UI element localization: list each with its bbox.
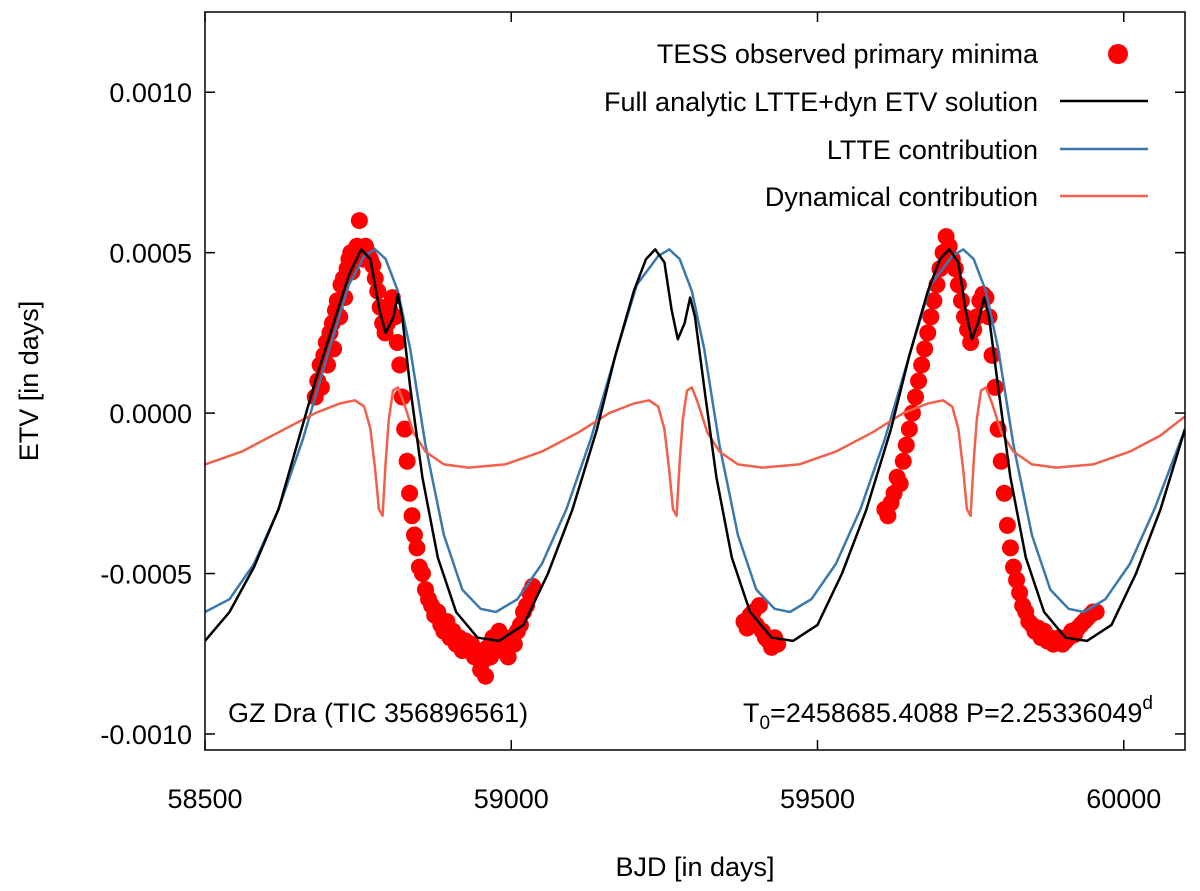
- y-tick-label: 0.0010: [109, 78, 192, 108]
- observed-minimum-point: [499, 648, 517, 666]
- observed-minimum-point: [388, 333, 406, 351]
- observed-minimum-point: [940, 237, 958, 255]
- x-tick-label: 60000: [1086, 784, 1161, 814]
- observed-minimum-point: [900, 420, 918, 438]
- legend-marker-observed: [1108, 44, 1128, 64]
- observed-minimum-point: [907, 388, 924, 406]
- observed-minimum-point: [350, 212, 368, 230]
- epoch-values: =2458685.4088 P=2.25336049: [770, 698, 1142, 728]
- series-layer: [205, 212, 1185, 685]
- observed-minimum-point: [505, 635, 523, 653]
- observed-minimum-point: [891, 475, 909, 493]
- target-annotation: GZ Dra (TIC 356896561): [228, 698, 528, 728]
- observed-minimum-point: [396, 420, 414, 438]
- observed-minimum-point: [750, 597, 768, 615]
- observed-minimum-point: [366, 269, 384, 287]
- observed-minimum-point: [922, 308, 940, 326]
- observed-minimum-point: [913, 356, 931, 374]
- observed-minimum-point: [403, 507, 421, 525]
- observed-minimum-point: [1008, 571, 1026, 589]
- legend: TESS observed primary minima Full analyt…: [604, 39, 1148, 212]
- observed-minimum-point: [408, 539, 426, 557]
- y-axis-label: ETV [in days]: [14, 301, 44, 462]
- epoch-annotation: T0=2458685.4088 P=2.25336049d: [743, 693, 1153, 734]
- observed-minimum-point: [983, 346, 1001, 364]
- epoch-prefix: T: [743, 698, 760, 728]
- observed-minimum-point: [897, 436, 915, 454]
- observed-minimum-point: [949, 276, 967, 294]
- x-tick-label: 59500: [780, 784, 855, 814]
- legend-label-observed: TESS observed primary minima: [657, 39, 1039, 69]
- full-analytic-ltte-dyn-etv-solution-line: [205, 248, 1185, 643]
- x-tick-label: 58500: [167, 784, 242, 814]
- observed-minimum-point: [369, 282, 387, 300]
- y-tick-label: -0.0010: [100, 720, 192, 750]
- observed-minimum-point: [995, 484, 1013, 502]
- observed-minimum-point: [1005, 558, 1022, 576]
- observed-minimum-point: [477, 667, 495, 685]
- period-unit: d: [1142, 693, 1153, 714]
- axis-ticks: 58500 59000 59500 60000 0.0010 0.0005 0.0000 -0…: [100, 12, 1185, 814]
- observed-minimum-point: [894, 452, 912, 470]
- observed-minimum-point: [998, 516, 1016, 534]
- observed-minimum-point: [364, 256, 382, 274]
- observed-minimum-point: [405, 526, 423, 544]
- plot-frame: [204, 11, 1186, 751]
- observed-minimum-point: [919, 324, 937, 342]
- observed-minimum-point: [952, 292, 970, 310]
- dynamical-contribution-line: [205, 386, 1185, 518]
- observed-minimum-point: [1011, 584, 1029, 602]
- x-tick-label: 59000: [474, 784, 549, 814]
- observed-minimum-point: [391, 356, 409, 374]
- x-axis-label: BJD [in days]: [615, 852, 774, 882]
- observed-minimum-point: [962, 333, 980, 351]
- observed-minimum-point: [401, 484, 419, 502]
- ltte-contribution-line: [205, 248, 1185, 614]
- legend-label-ltte: LTTE contribution: [827, 135, 1038, 165]
- observed-minimum-point: [925, 292, 943, 310]
- observed-minimum-point: [398, 452, 416, 470]
- observed-minimum-point: [413, 565, 431, 583]
- observed-minimum-point: [879, 507, 897, 525]
- observed-minimum-point: [1001, 539, 1019, 557]
- legend-label-full-solution: Full analytic LTTE+dyn ETV solution: [604, 87, 1038, 117]
- observed-minimum-point: [992, 452, 1010, 470]
- observed-minimum-point: [977, 289, 995, 307]
- legend-label-dynamical: Dynamical contribution: [765, 182, 1038, 212]
- y-tick-label: -0.0005: [100, 560, 192, 590]
- plot-area: [205, 12, 1185, 750]
- observed-minimum-point: [910, 372, 928, 390]
- y-tick-label: 0.0000: [109, 399, 192, 429]
- y-tick-label: 0.0005: [109, 239, 192, 269]
- epoch-subscript: 0: [759, 713, 770, 734]
- observed-minimum-point: [916, 340, 934, 358]
